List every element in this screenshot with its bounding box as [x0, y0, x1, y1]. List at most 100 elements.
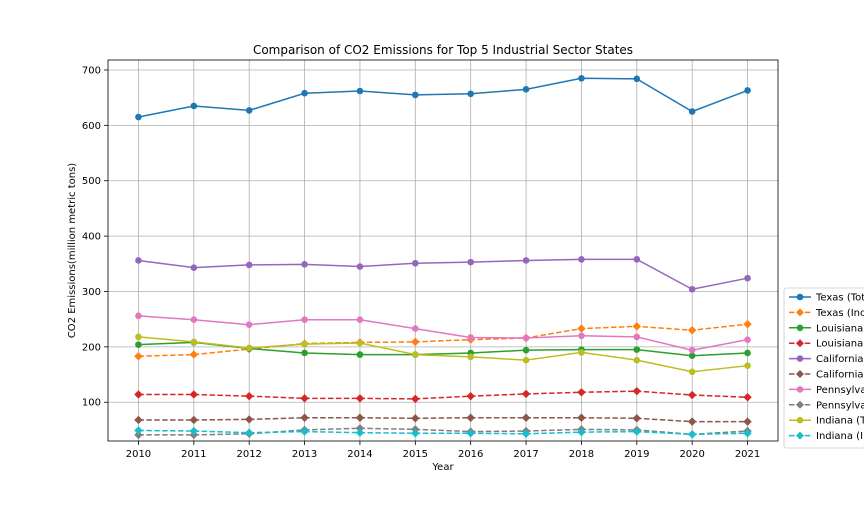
data-point [189, 390, 199, 399]
y-tick-label: 700 [82, 65, 101, 76]
data-point [411, 429, 420, 438]
data-point [245, 344, 253, 352]
data-point [135, 333, 142, 341]
legend-label: Texas (Tot [815, 293, 864, 304]
data-point [632, 322, 642, 331]
chart-title: Comparison of CO2 Emissions for Top 5 In… [253, 43, 633, 57]
data-point [134, 390, 143, 399]
y-tick-label: 400 [82, 232, 101, 243]
series-line [138, 429, 748, 436]
data-point [134, 430, 143, 440]
legend-label: Pennsylva [816, 400, 864, 411]
x-tick-label: 2020 [679, 449, 704, 460]
data-point [633, 346, 641, 353]
data-point [743, 429, 752, 438]
data-point [189, 415, 199, 425]
x-tick-label: 2010 [126, 449, 151, 460]
data-point [633, 256, 641, 263]
legend-marker [796, 324, 804, 332]
data-point [356, 87, 364, 95]
legend-marker [796, 308, 804, 317]
data-point [521, 429, 531, 439]
data-point [688, 285, 696, 293]
data-point [688, 352, 696, 360]
data-point [687, 430, 697, 439]
data-point [356, 351, 364, 358]
y-tick-label: 300 [82, 287, 101, 298]
data-point [412, 325, 419, 332]
data-point [412, 351, 419, 358]
series-line [138, 323, 748, 358]
series-line [138, 315, 748, 351]
x-tick-label: 2013 [292, 449, 317, 460]
legend-marker [796, 416, 804, 424]
y-tick-label: 200 [82, 342, 101, 353]
data-point [687, 417, 697, 426]
series-line [138, 341, 748, 357]
x-tick-label: 2017 [513, 449, 538, 460]
data-point [355, 424, 365, 433]
data-point [134, 415, 143, 425]
data-point [301, 89, 308, 97]
legend: Texas (Tot Texas (Inc Louisiana Louisiana Ca… [783, 287, 864, 449]
legend-marker [796, 431, 804, 440]
y-tick-label: 600 [82, 121, 101, 132]
legend-label: Indiana (I [816, 431, 863, 442]
series-line [138, 416, 748, 423]
data-point [135, 341, 142, 348]
x-tick-label: 2016 [458, 449, 483, 460]
data-point [632, 386, 642, 396]
data-point [688, 346, 696, 354]
data-point [300, 394, 309, 403]
data-point [412, 259, 419, 267]
data-point [744, 87, 751, 94]
data-point [245, 107, 253, 114]
data-point [355, 413, 365, 422]
data-point [578, 332, 585, 340]
data-point [466, 391, 475, 401]
data-point [632, 414, 642, 423]
data-point [633, 333, 641, 341]
data-point [521, 389, 531, 399]
data-point [301, 316, 308, 324]
axes-frame [107, 59, 779, 442]
data-point [577, 413, 586, 422]
y-axis-label: CO2 Emissions(million metric tons) [67, 163, 78, 338]
data-point [522, 356, 530, 364]
legend-label: Indiana (T [816, 416, 864, 427]
legend-label: California [816, 370, 864, 381]
data-point [633, 75, 641, 83]
x-axis-label: Year [431, 462, 454, 473]
data-point [244, 415, 254, 424]
data-point [744, 349, 751, 357]
data-point [687, 326, 697, 335]
data-point [356, 316, 364, 324]
data-point [301, 261, 308, 268]
series-0 [135, 74, 751, 121]
legend-marker [796, 370, 804, 378]
x-tick-label: 2014 [347, 449, 372, 460]
legend-label: Louisiana [816, 323, 863, 334]
data-point [190, 102, 198, 110]
data-point [467, 353, 474, 361]
data-point [577, 388, 586, 397]
data-point [578, 349, 585, 356]
legend-marker [796, 339, 804, 348]
data-point [134, 426, 143, 435]
data-point [356, 339, 364, 347]
data-point [743, 393, 752, 402]
data-point [190, 338, 198, 346]
legend-label: Louisiana [816, 339, 863, 350]
grid [108, 60, 778, 441]
data-point [412, 91, 419, 99]
data-point [411, 337, 420, 347]
data-point [134, 352, 143, 361]
data-point [135, 257, 142, 264]
series-line [138, 258, 748, 291]
data-point [355, 394, 365, 403]
series-9 [134, 426, 752, 439]
data-point [578, 74, 585, 82]
series-6 [135, 312, 751, 354]
data-point [300, 413, 309, 422]
